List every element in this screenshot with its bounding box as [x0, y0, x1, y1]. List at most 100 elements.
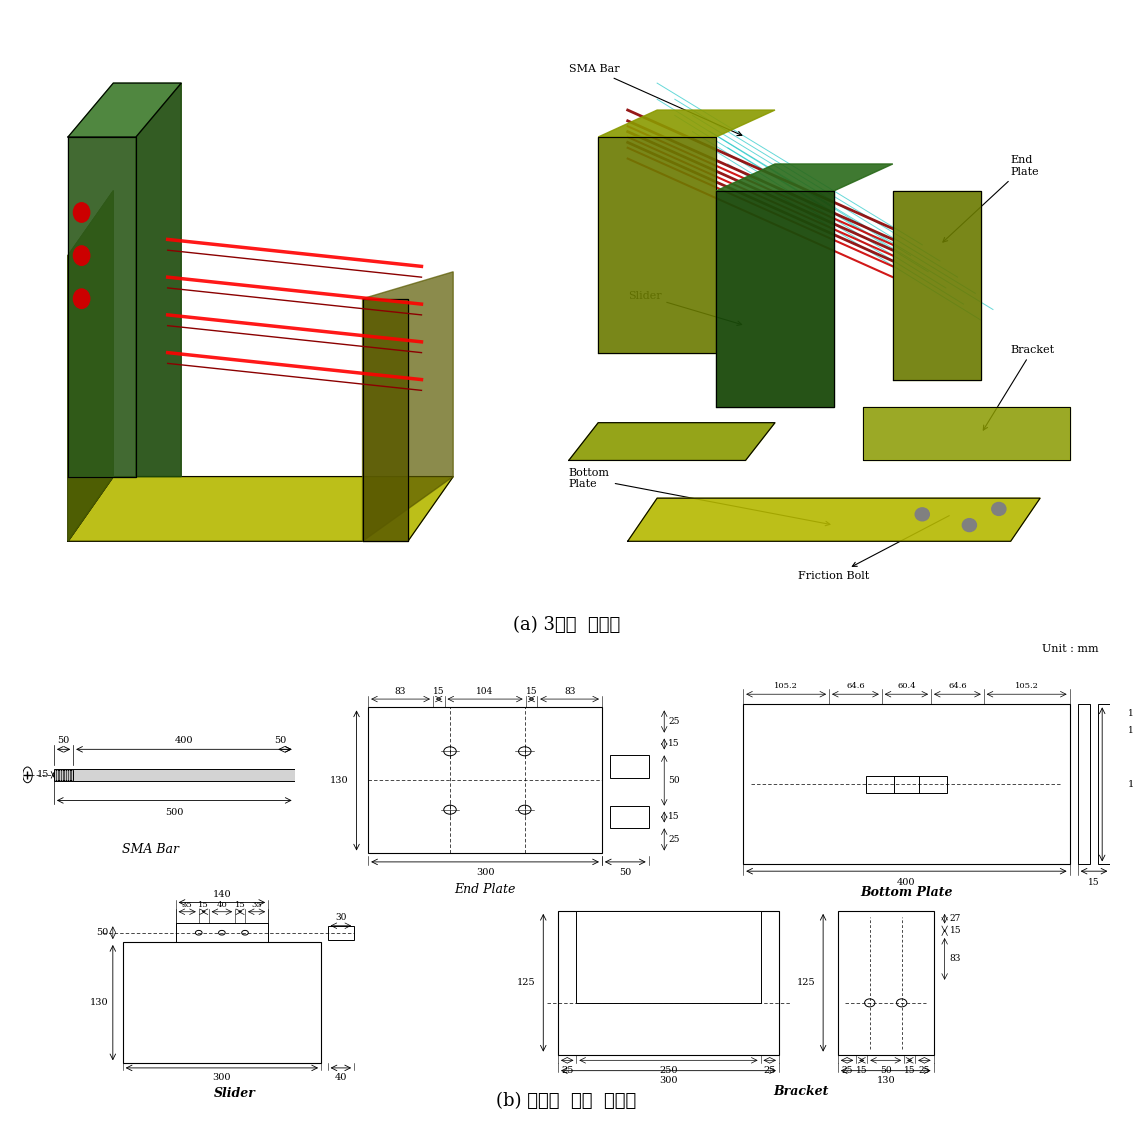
Text: Slider: Slider	[214, 1087, 256, 1101]
Text: 25: 25	[668, 834, 680, 844]
Text: Bracket: Bracket	[983, 345, 1055, 430]
Text: 400: 400	[174, 737, 193, 746]
Polygon shape	[363, 299, 408, 541]
Circle shape	[74, 203, 90, 222]
Text: 15: 15	[1127, 727, 1133, 736]
Text: 130: 130	[330, 776, 349, 785]
Text: Bottom Plate: Bottom Plate	[860, 886, 953, 900]
Text: 15: 15	[668, 739, 680, 749]
Text: 15: 15	[904, 1066, 915, 1075]
Bar	[610, 806, 648, 829]
Bar	[894, 776, 919, 793]
Text: 300: 300	[213, 1072, 231, 1081]
Text: 140: 140	[213, 889, 231, 898]
Polygon shape	[598, 137, 716, 353]
Text: 50: 50	[880, 1066, 892, 1075]
Text: 15: 15	[668, 812, 680, 822]
Text: Unit : mm: Unit : mm	[1042, 645, 1099, 654]
Text: (a) 3차원  구성도: (a) 3차원 구성도	[513, 617, 620, 634]
Text: 83: 83	[395, 687, 407, 696]
Polygon shape	[68, 191, 113, 541]
Bar	[122, 942, 321, 1063]
Circle shape	[991, 502, 1006, 515]
Text: Friction Bolt: Friction Bolt	[799, 515, 949, 581]
Text: 15: 15	[235, 902, 246, 910]
Text: 130: 130	[877, 1077, 895, 1086]
Text: Bracket: Bracket	[774, 1086, 828, 1098]
Text: 25: 25	[764, 1066, 776, 1075]
Text: End
Plate: End Plate	[943, 155, 1039, 243]
Text: 25: 25	[842, 1066, 853, 1075]
Text: 125: 125	[518, 978, 536, 987]
Text: 15: 15	[526, 687, 537, 696]
Bar	[54, 769, 295, 780]
Text: 64.6: 64.6	[948, 682, 966, 691]
Text: 60.4: 60.4	[897, 682, 915, 691]
Text: 27: 27	[949, 914, 961, 923]
Bar	[743, 704, 1070, 865]
Text: 50: 50	[96, 929, 109, 938]
Polygon shape	[893, 191, 981, 380]
Text: Bottom
Plate: Bottom Plate	[569, 468, 830, 526]
Text: 30: 30	[335, 913, 347, 922]
Bar	[837, 911, 934, 1054]
Text: 15: 15	[1088, 878, 1100, 887]
Polygon shape	[628, 499, 1040, 541]
Text: 83: 83	[949, 955, 961, 964]
Text: 130: 130	[90, 998, 109, 1007]
Polygon shape	[68, 191, 113, 541]
Text: 40: 40	[216, 902, 228, 910]
Text: 25: 25	[668, 716, 680, 727]
Text: 15: 15	[433, 687, 444, 696]
Text: 250: 250	[659, 1066, 678, 1075]
Text: 15: 15	[1127, 709, 1133, 718]
Polygon shape	[863, 407, 1070, 460]
Polygon shape	[716, 191, 834, 407]
Bar	[559, 911, 780, 1054]
Text: 15: 15	[855, 1066, 868, 1075]
Polygon shape	[569, 422, 775, 460]
Text: 25: 25	[561, 1066, 573, 1075]
Polygon shape	[68, 83, 181, 137]
Text: Slider: Slider	[628, 291, 742, 326]
Polygon shape	[363, 272, 453, 541]
Circle shape	[74, 246, 90, 265]
Text: 15: 15	[198, 902, 210, 910]
Text: 104: 104	[477, 687, 494, 696]
Circle shape	[915, 508, 929, 521]
Text: 35: 35	[252, 902, 262, 910]
Polygon shape	[136, 83, 181, 476]
Bar	[54, 769, 74, 780]
Bar	[610, 755, 648, 777]
Text: 300: 300	[659, 1077, 678, 1086]
Text: 50: 50	[668, 776, 680, 785]
Polygon shape	[716, 164, 893, 191]
Bar	[1077, 704, 1090, 865]
Text: 135: 135	[1127, 779, 1133, 788]
Text: 40: 40	[334, 1072, 347, 1081]
Text: 125: 125	[798, 978, 816, 987]
Bar	[368, 707, 602, 853]
Text: 83: 83	[564, 687, 576, 696]
Bar	[866, 776, 947, 793]
Text: SMA Bar: SMA Bar	[121, 843, 179, 856]
Text: 105.2: 105.2	[774, 682, 798, 691]
Text: 400: 400	[897, 878, 915, 887]
Text: 300: 300	[476, 867, 494, 877]
Text: SMA Bar: SMA Bar	[569, 64, 742, 136]
Polygon shape	[598, 110, 775, 137]
Text: 15: 15	[36, 770, 49, 779]
Text: 15: 15	[949, 926, 962, 935]
Text: 25: 25	[919, 1066, 930, 1075]
Text: 500: 500	[165, 809, 184, 818]
Text: 35: 35	[181, 902, 193, 910]
Circle shape	[74, 289, 90, 309]
Text: 50: 50	[58, 737, 70, 746]
Circle shape	[962, 519, 977, 531]
Polygon shape	[68, 137, 136, 476]
Bar	[176, 923, 269, 942]
Text: End Plate: End Plate	[454, 884, 516, 896]
Bar	[1098, 704, 1110, 865]
Text: 50: 50	[619, 867, 631, 877]
Bar	[327, 925, 353, 940]
